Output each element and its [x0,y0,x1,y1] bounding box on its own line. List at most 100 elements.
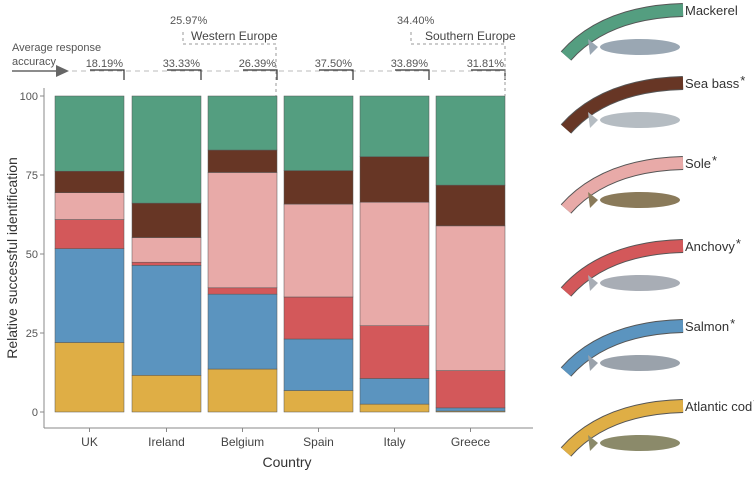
legend-item-sole: Sole * [560,153,717,214]
legend-item-salmon: Salmon * [560,316,735,377]
region-southern-europe: 34.40% Southern Europe [397,15,516,96]
bar-segment-sole [131,237,202,263]
y-tick-label: 50 [26,249,38,261]
bar-segment-atlantic-cod [131,375,202,413]
bar-segment-anchovy [207,287,278,295]
bar-segment-atlantic-cod [359,403,430,413]
bar-segment-atlantic-cod [54,342,125,413]
bar-segment-atlantic-cod [283,390,354,413]
bar-segment-sea-bass [207,149,278,173]
x-tick-label: Spain [303,435,334,449]
country-accuracy-label: 33.89% [391,58,429,70]
bar-segment-salmon [359,378,430,405]
bar-segment-anchovy [435,370,506,409]
accuracy-bracket [395,69,430,80]
legend-star: * [740,73,745,88]
fish-tail-icon [588,192,598,208]
y-tick-label: 100 [20,91,38,103]
y-ticks: 0 25 50 75 100 [20,91,44,419]
accuracy-annotation: Average response accuracy [12,42,506,77]
region-bracket [182,32,277,96]
region-name: Western Europe [191,29,278,43]
bar-segment-mackerel [435,95,506,186]
legend-label: Salmon [685,319,729,334]
fish-tail-icon [588,435,598,451]
fish-tail-icon [588,112,598,128]
x-tick-label: UK [81,435,98,449]
legend-label: Sole [685,156,711,171]
bar-segment-anchovy [54,219,125,249]
accuracy-label-line2: accuracy [12,56,57,68]
x-ticks: UK Ireland Belgium Spain Italy Greece [81,428,490,449]
legend-item-sea-bass: Sea bass * [560,73,745,134]
accuracy-bracket [243,69,278,80]
bar-segment-sole [207,172,278,289]
legend-item-atlantic-cod: Atlantic cod* [560,396,754,457]
fish-icon [600,275,680,291]
bar-segment-mackerel [131,95,202,204]
region-accuracy: 25.97% [170,15,208,27]
region-bracket [410,32,506,96]
arrow-right-icon [56,65,69,77]
bar-segment-sole [359,201,430,326]
bar-segment-salmon [283,338,354,391]
legend-item-anchovy: Anchovy * [560,236,741,297]
country-accuracy-label: 33.33% [163,58,201,70]
legend-item-mackerel: Mackerel [560,3,738,61]
fish-icon [600,192,680,208]
legend-label: Anchovy [685,239,735,254]
legend-star: * [730,316,735,331]
accuracy-label-line1: Average response [12,42,101,54]
x-tick-label: Ireland [148,435,185,449]
bar-segment-sea-bass [54,170,125,193]
bar-segment-sole [54,192,125,220]
bar-segment-sole [435,225,506,371]
fish-tail-icon [588,275,598,291]
bar-segment-mackerel [359,95,430,157]
fish-icon [600,39,680,55]
accuracy-bracket [90,69,125,80]
legend-arc-fill [561,77,684,134]
legend-arc-fill [561,157,684,214]
y-tick-label: 75 [26,170,38,182]
legend-star: * [736,236,741,251]
bar-segment-anchovy [283,296,354,340]
accuracy-bracket [167,69,202,80]
x-tick-label: Greece [451,435,491,449]
bar-segment-sole [283,203,354,298]
country-accuracy-label: 26.39% [239,58,277,70]
fish-icon [600,112,680,128]
legend-arc-fill [561,320,684,377]
bar-segment-anchovy [359,325,430,379]
fish-icon [600,435,680,451]
bar-segment-atlantic-cod [207,368,278,413]
bar-segment-salmon [54,248,125,343]
y-tick-label: 25 [26,328,38,340]
country-accuracy-label: 31.81% [467,58,505,70]
bar-segment-mackerel [207,95,278,151]
bar-segment-mackerel [54,95,125,172]
bar-segment-sea-bass [283,170,354,205]
x-tick-label: Italy [383,435,405,449]
bar-segment-sea-bass [131,202,202,238]
legend-arc-fill [561,240,684,297]
accuracy-bracket [319,69,354,80]
country-accuracy-group: 18.19% 33.33% 26.39% 37.50% 33.89% 31.81% [86,58,506,80]
bars-group [54,95,506,413]
region-accuracy: 34.40% [397,15,435,27]
x-axis-title: Country [262,454,311,470]
bar-segment-sea-bass [435,184,506,227]
bar-segment-sea-bass [359,156,430,203]
fish-tail-icon [588,39,598,55]
bar-segment-salmon [435,407,506,412]
fish-icon [600,355,680,371]
legend-arc-fill [561,400,684,457]
legend-label: Atlantic cod [685,399,752,414]
x-tick-label: Belgium [221,435,264,449]
y-tick-label: 0 [32,407,38,419]
y-axis-title: Relative successful identification [4,157,20,359]
legend-label: Sea bass [685,76,740,91]
legend-arc-fill [561,4,684,61]
